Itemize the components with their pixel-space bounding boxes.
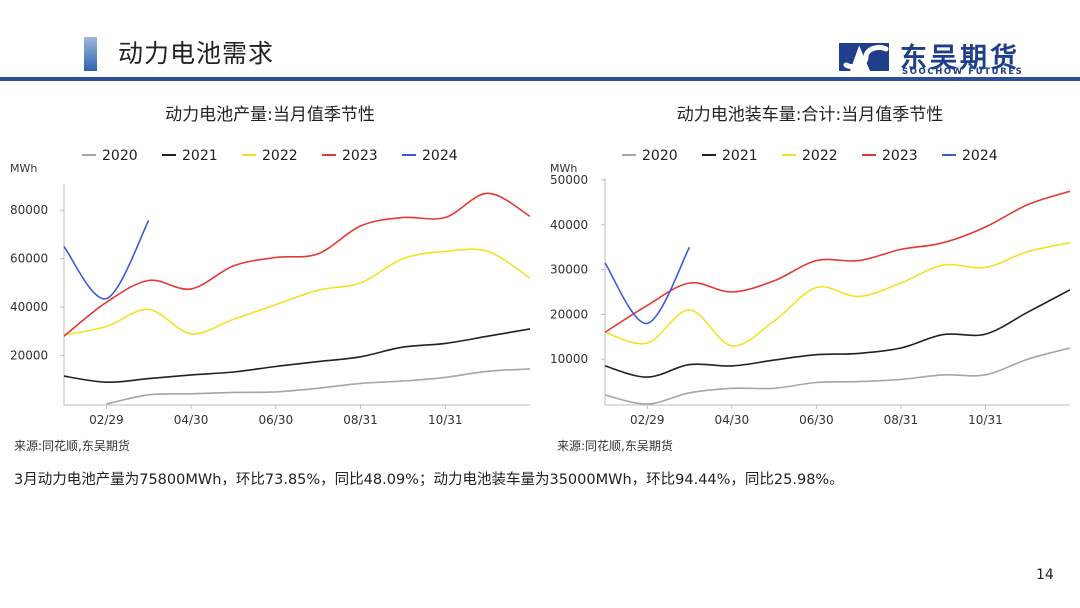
page-number: 14 (1036, 567, 1054, 583)
page-title: 动力电池需求 (118, 39, 275, 68)
x-tick-label: 02/29 (89, 413, 124, 427)
chart-title: 动力电池产量:当月值季节性 (165, 105, 375, 125)
y-axis-unit: MWh (550, 162, 577, 175)
production-chart: 动力电池产量:当月值季节性 2020 2021 2022 2023 2024 MWh 2000… (10, 105, 531, 427)
chart-source-left: 来源:同花顺,东吴期货 (14, 439, 130, 453)
y-tick-label: 30000 (550, 263, 588, 277)
y-axis-unit: MWh (10, 162, 37, 175)
logo-name-cn: 东吴期货 (900, 43, 1020, 74)
series-line-2020 (106, 368, 531, 405)
x-tick-label: 02/29 (630, 413, 665, 427)
series-line-2022 (604, 241, 1071, 347)
y-tick-label: 20000 (550, 307, 588, 321)
legend-label-2022: 2022 (262, 148, 298, 164)
y-tick-label: 40000 (10, 300, 48, 314)
summary-text: 3月动力电池产量为75800MWh，环比73.85%，同比48.09%；动力电池… (14, 472, 844, 488)
y-tick-label: 60000 (10, 252, 48, 266)
x-tick-label: 06/30 (799, 413, 834, 427)
legend-label-2023: 2023 (882, 148, 918, 164)
series-line-2024 (604, 246, 691, 325)
y-tick-label: 10000 (550, 352, 588, 366)
series-line-2023 (604, 190, 1071, 333)
y-tick-label: 50000 (550, 173, 588, 187)
x-tick-label: 10/31 (968, 413, 1003, 427)
y-tick-label: 40000 (550, 218, 588, 232)
legend-label-2020: 2020 (642, 148, 678, 164)
installation-chart: 动力电池装车量:合计:当月值季节性 2020 2021 2022 2023 2024 MWh… (550, 105, 1071, 427)
x-tick-label: 06/30 (259, 413, 294, 427)
y-tick-label: 20000 (10, 349, 48, 363)
series-line-2022 (63, 248, 531, 336)
legend-label-2022: 2022 (802, 148, 838, 164)
legend-label-2021: 2021 (722, 148, 758, 164)
company-logo: 东吴期货 SOOCHOW FUTURES (836, 36, 1046, 77)
logo-name-en: SOOCHOW FUTURES (902, 67, 1024, 77)
chart-source-right: 来源:同花顺,东吴期货 (557, 439, 673, 453)
series-line-2024 (63, 220, 150, 300)
slide-header: 动力电池需求 东吴期货 SOOCHOW FUTURES (0, 0, 1080, 84)
legend-label-2021: 2021 (182, 148, 218, 164)
logo-icon (839, 43, 889, 71)
legend-label-2020: 2020 (102, 148, 138, 164)
legend-label-2024: 2024 (422, 148, 458, 164)
title-marker (84, 37, 97, 71)
series-line-2021 (63, 328, 531, 384)
series-line-2023 (63, 192, 531, 337)
series-line-2020 (604, 347, 1071, 405)
x-tick-label: 08/31 (884, 413, 919, 427)
x-tick-label: 10/31 (428, 413, 463, 427)
y-tick-label: 80000 (10, 203, 48, 217)
x-tick-label: 08/31 (343, 413, 378, 427)
legend-label-2023: 2023 (342, 148, 378, 164)
header-divider (0, 77, 1080, 81)
x-tick-label: 04/30 (174, 413, 209, 427)
legend-label-2024: 2024 (962, 148, 998, 164)
chart-title: 动力电池装车量:合计:当月值季节性 (677, 105, 943, 125)
x-tick-label: 04/30 (715, 413, 750, 427)
series-line-2021 (604, 289, 1071, 378)
